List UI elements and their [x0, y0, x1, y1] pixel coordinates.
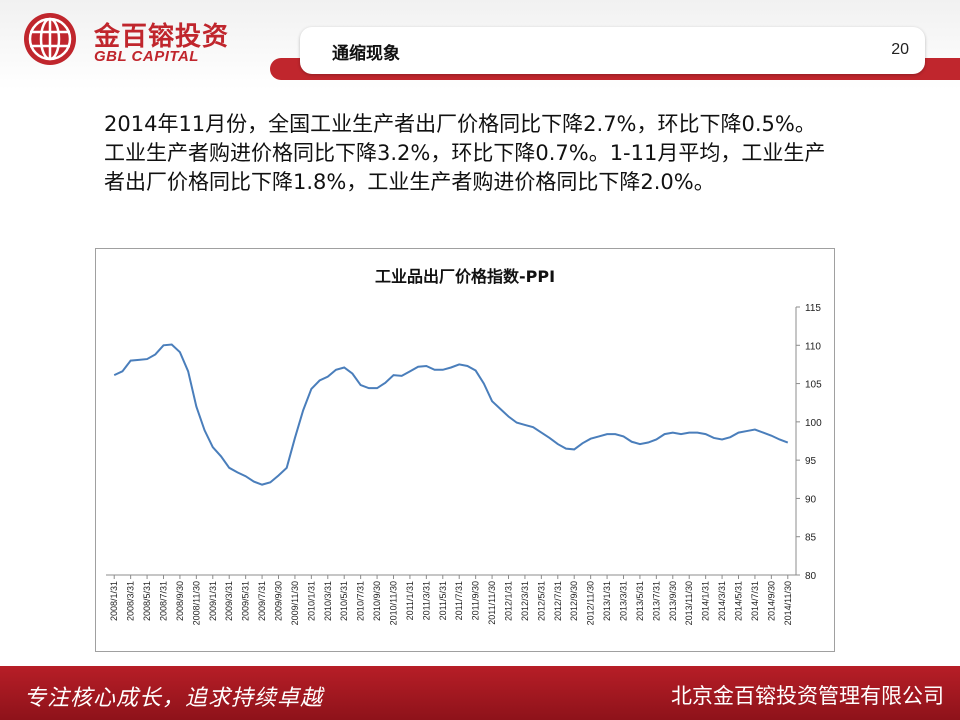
x-tick-label: 2014/9/30 [766, 581, 776, 621]
x-tick-label: 2012/1/31 [504, 581, 514, 621]
slide-title: 通缩现象 [332, 44, 400, 64]
x-tick-label: 2009/7/31 [257, 581, 267, 621]
y-tick-label: 110 [805, 341, 821, 352]
ppi-series-line [113, 343, 789, 486]
footer-company-name: 北京金百镕投资管理有限公司 [671, 684, 944, 708]
x-tick-label: 2013/9/30 [668, 581, 678, 621]
y-tick-label: 80 [805, 571, 817, 582]
x-tick-label: 2014/3/31 [717, 581, 727, 621]
x-tick-label: 2010/3/31 [323, 581, 333, 621]
x-axis-ticks: 2008/1/31 2008/3/31 2008/5/31 2008/7/31 2008… [109, 575, 793, 625]
x-tick-label: 2011/11/30 [487, 581, 497, 625]
title-bar: 通缩现象 20 [300, 27, 925, 74]
x-tick-label: 2013/5/31 [635, 581, 645, 621]
x-tick-label: 2011/3/31 [421, 581, 431, 620]
x-tick-label: 2012/5/31 [536, 581, 546, 621]
x-tick-label: 2009/5/31 [241, 581, 251, 621]
x-tick-label: 2009/3/31 [224, 581, 234, 621]
y-axis-ticks: 80 85 90 95 100 105 110 115 [796, 303, 822, 582]
body-paragraph: 2014年11月份，全国工业生产者出厂价格同比下降2.7%，环比下降0.5%。工… [104, 112, 826, 194]
x-tick-label: 2011/7/31 [454, 581, 464, 620]
x-tick-label: 2011/5/31 [438, 581, 448, 620]
logo-chinese-name: 金百镕投资 [94, 22, 230, 52]
page-number: 20 [891, 41, 909, 58]
y-tick-label: 95 [805, 456, 817, 467]
x-tick-label: 2014/1/31 [701, 581, 711, 621]
x-tick-label: 2014/7/31 [750, 581, 760, 621]
x-tick-label: 2008/5/31 [142, 581, 152, 621]
x-tick-label: 2010/9/30 [372, 581, 382, 621]
x-tick-label: 2009/1/31 [208, 581, 218, 621]
footer-slogan: 专注核心成长，追求持续卓越 [24, 686, 324, 711]
footer-bar: 专注核心成长，追求持续卓越 北京金百镕投资管理有限公司 [0, 666, 960, 720]
x-tick-label: 2008/1/31 [109, 581, 119, 621]
x-tick-label: 2010/5/31 [339, 581, 349, 621]
x-tick-label: 2008/9/30 [175, 581, 185, 621]
x-tick-label: 2014/11/30 [783, 581, 793, 625]
y-tick-label: 105 [805, 380, 822, 391]
y-tick-label: 100 [805, 418, 822, 429]
x-tick-label: 2008/3/31 [126, 581, 136, 621]
gbl-logo-icon [24, 13, 76, 65]
x-tick-label: 2012/7/31 [553, 581, 563, 621]
company-logo: 金百镕投资 GBL CAPITAL [20, 10, 230, 68]
x-tick-label: 2013/7/31 [651, 581, 661, 621]
x-tick-label: 2009/9/30 [274, 581, 284, 621]
x-tick-label: 2011/1/31 [405, 581, 415, 620]
x-tick-label: 2014/5/31 [734, 581, 744, 621]
x-tick-label: 2013/1/31 [602, 581, 612, 621]
x-tick-label: 2010/11/30 [389, 581, 399, 625]
x-tick-label: 2008/11/30 [191, 581, 201, 625]
x-tick-label: 2009/11/30 [290, 581, 300, 625]
chart-title: 工业品出厂价格指数-PPI [375, 267, 555, 286]
ppi-chart: 工业品出厂价格指数-PPI 80 85 90 95 100 105 110 115 2008/… [95, 248, 835, 652]
ppi-chart-svg: 工业品出厂价格指数-PPI 80 85 90 95 100 105 110 115 2008/… [106, 267, 822, 625]
x-tick-label: 2012/9/30 [569, 581, 579, 621]
x-tick-label: 2013/11/30 [684, 581, 694, 625]
x-tick-label: 2012/11/30 [586, 581, 596, 625]
x-tick-label: 2010/1/31 [306, 581, 316, 621]
y-tick-label: 85 [805, 533, 817, 544]
x-tick-label: 2010/7/31 [356, 581, 366, 621]
logo-english-name: GBL CAPITAL [94, 48, 199, 65]
x-tick-label: 2008/7/31 [159, 581, 169, 621]
x-tick-label: 2012/3/31 [520, 581, 530, 621]
chart-axes [106, 307, 797, 576]
y-tick-label: 115 [805, 303, 821, 314]
x-tick-label: 2011/9/30 [471, 581, 481, 620]
x-tick-label: 2013/3/31 [619, 581, 629, 621]
y-tick-label: 90 [805, 494, 817, 505]
